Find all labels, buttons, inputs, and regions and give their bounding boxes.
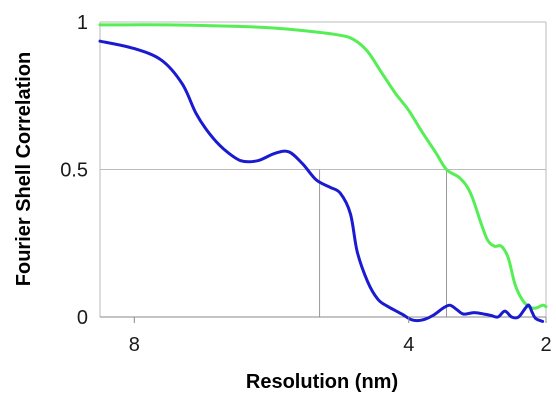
y-tick-label: 1	[77, 12, 88, 34]
grid-lines	[100, 21, 546, 170]
y-tick-label: 0.5	[60, 160, 88, 182]
series-lines	[98, 23, 548, 323]
x-tick-labels: 8 4 2	[129, 317, 552, 356]
x-tick-label: 2	[540, 334, 551, 356]
y-tick-labels: 10.50	[60, 12, 88, 329]
y-axis-title: Fourier Shell Correlation	[13, 52, 35, 286]
resolution-marker-lines	[319, 169, 448, 317]
x-tick-label: 4	[403, 334, 414, 356]
x-tick-label: 8	[129, 334, 140, 356]
series-line-0	[98, 23, 548, 310]
y-tick-label: 0	[77, 307, 88, 329]
x-axis-title: Resolution (nm)	[246, 371, 398, 393]
series-line-1	[98, 39, 545, 323]
